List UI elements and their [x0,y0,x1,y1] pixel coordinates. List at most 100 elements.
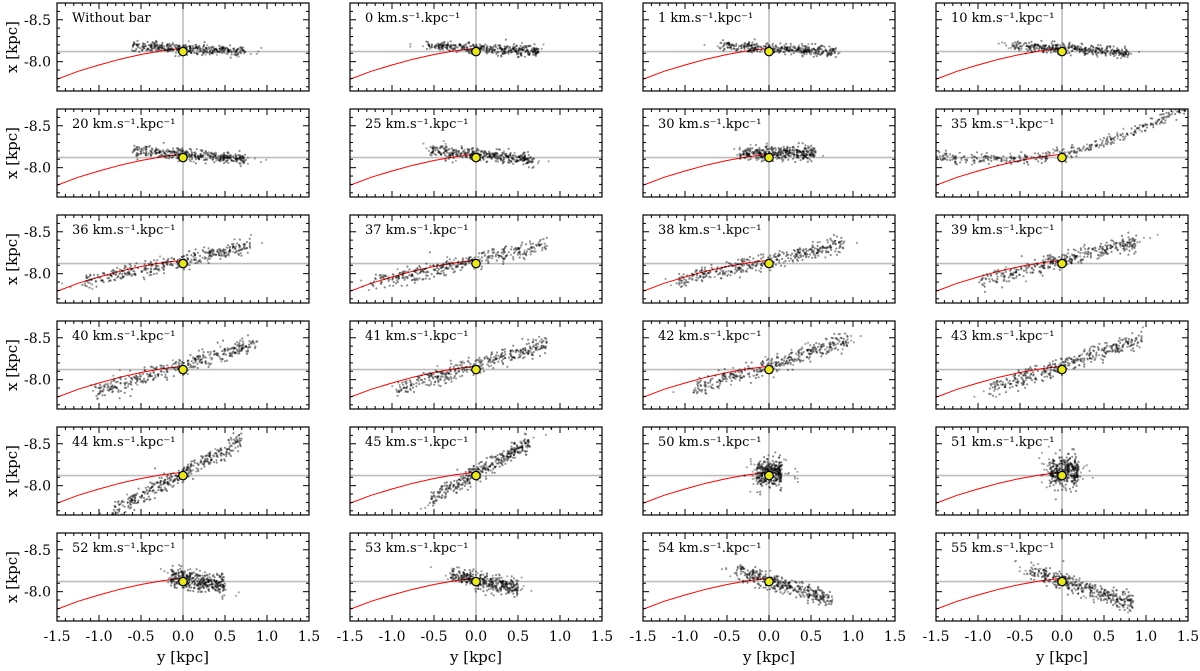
data-point [807,50,810,53]
data-point [804,45,807,48]
data-point [499,154,502,157]
data-point [964,161,968,164]
data-point [1101,141,1104,145]
data-point [159,46,162,49]
data-point [456,46,459,49]
data-point [1105,47,1108,51]
data-point [820,44,823,47]
orbit-curve [936,47,1063,80]
data-point [462,45,465,48]
data-point [834,250,837,253]
data-point [1045,153,1048,156]
data-point [212,47,215,51]
data-point [1185,103,1187,105]
data-point [232,347,235,351]
data-point [1102,136,1106,139]
data-point [1181,103,1183,105]
data-point [242,49,245,52]
data-point [497,44,500,47]
data-point [187,362,190,365]
data-point [742,153,745,156]
data-point [490,46,493,49]
data-point [1012,45,1016,48]
data-point [774,48,777,51]
data-point [531,50,535,54]
data-point [434,44,437,47]
data-point [521,241,524,244]
data-point [777,48,780,51]
data-point [167,150,171,153]
data-point [803,50,806,53]
data-point [443,40,446,44]
data-point [829,53,833,56]
data-point [810,160,813,163]
data-point [729,274,732,277]
data-point [1094,48,1097,52]
data-point [467,260,470,263]
data-point [798,247,801,250]
data-point [162,141,165,144]
data-point [158,151,161,154]
data-point [738,45,741,48]
data-point [217,154,220,157]
data-point [1071,46,1074,50]
data-point [496,251,499,254]
data-point [218,50,222,53]
data-point [1087,48,1090,51]
data-point [803,51,806,55]
data-point [199,153,202,156]
data-point [1031,44,1034,47]
data-point [486,49,489,52]
data-point [131,44,134,48]
data-point [1040,161,1043,165]
data-point [436,263,439,266]
data-point [1019,45,1022,48]
data-point [512,43,516,46]
panel-label: 37 km.s⁻¹.kpc⁻¹ [365,223,468,238]
data-point [816,52,820,55]
data-point [761,47,764,50]
data-point [1025,271,1028,274]
data-point [746,42,749,46]
data-point [430,154,433,157]
data-point [801,47,804,50]
data-point [514,50,517,53]
data-point [837,52,840,55]
data-point [515,44,518,47]
panel-8: -8.5-8.0x [kpc]36 km.s⁻¹.kpc⁻¹ [3,214,310,304]
panel-2: 1 km.s⁻¹.kpc⁻¹ [642,2,896,92]
data-point [1084,52,1087,56]
data-point [728,42,731,45]
data-point [703,43,706,47]
data-point [800,49,803,52]
data-point [1112,141,1115,145]
data-point [518,47,521,51]
data-point [749,48,752,51]
data-point [222,46,225,49]
data-point [171,47,174,50]
data-point [518,154,521,157]
data-point [1103,249,1106,252]
data-point [527,44,530,48]
data-point [181,147,184,150]
data-point [807,46,811,49]
data-point [503,47,506,51]
data-point [526,49,529,52]
data-point [208,50,212,53]
data-point [156,148,159,151]
data-point [1142,124,1145,127]
data-point [1106,140,1110,144]
data-point [197,158,200,161]
data-point [234,153,237,156]
data-point [239,46,242,49]
data-point [1116,137,1119,140]
data-point [751,147,754,150]
data-point [227,48,230,51]
data-point [748,43,751,47]
data-point [114,273,117,276]
data-point [1013,267,1016,270]
data-point [512,48,516,51]
data-point [1138,124,1141,127]
data-point [1025,42,1028,45]
data-point [735,44,738,47]
